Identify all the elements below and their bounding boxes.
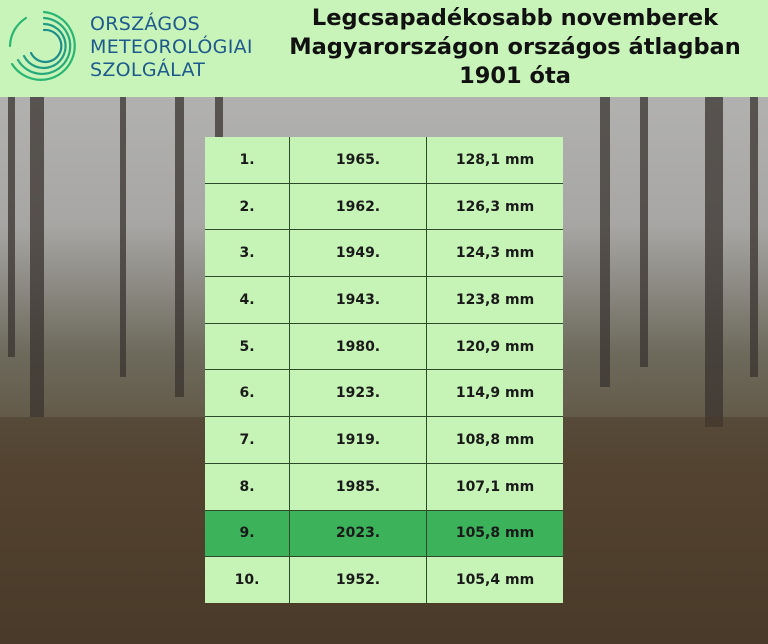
year-cell: 1923. bbox=[289, 369, 427, 418]
rank-cell: 7. bbox=[205, 416, 290, 464]
year-cell: 1952. bbox=[289, 556, 427, 603]
year-cell: 1985. bbox=[289, 462, 427, 511]
table-row: 5. 1980. 120,9 mm bbox=[205, 322, 563, 371]
rank-cell: 10. bbox=[205, 556, 290, 603]
table-row: 7. 1919. 108,8 mm bbox=[205, 416, 563, 464]
value-cell: 107,1 mm bbox=[426, 462, 563, 511]
rank-cell: 6. bbox=[205, 369, 290, 418]
year-cell: 1919. bbox=[289, 416, 427, 464]
header-banner: ORSZÁGOS METEOROLÓGIAI SZOLGÁLAT Legcsap… bbox=[0, 0, 768, 97]
rank-cell: 2. bbox=[205, 182, 290, 231]
value-cell: 105,4 mm bbox=[426, 556, 563, 603]
value-cell: 105,8 mm bbox=[426, 509, 563, 558]
table-row: 1. 1965. 128,1 mm bbox=[205, 137, 563, 184]
logo-text: ORSZÁGOS METEOROLÓGIAI SZOLGÁLAT bbox=[90, 13, 253, 82]
rank-cell: 3. bbox=[205, 229, 290, 278]
rank-cell: 9. bbox=[205, 509, 290, 558]
title-line: Legcsapadékosabb novemberek bbox=[311, 5, 719, 31]
rank-cell: 5. bbox=[205, 322, 290, 371]
rank-cell: 1. bbox=[205, 137, 290, 184]
title-line: Magyarországon országos átlagban bbox=[289, 34, 741, 60]
value-cell: 108,8 mm bbox=[426, 416, 563, 464]
year-cell: 2023. bbox=[289, 509, 427, 558]
year-cell: 1965. bbox=[289, 137, 427, 184]
value-cell: 128,1 mm bbox=[426, 137, 563, 184]
rank-cell: 4. bbox=[205, 276, 290, 324]
table-row: 9. 2023. 105,8 mm bbox=[205, 509, 563, 558]
value-cell: 120,9 mm bbox=[426, 322, 563, 371]
value-cell: 124,3 mm bbox=[426, 229, 563, 278]
table-row: 2. 1962. 126,3 mm bbox=[205, 182, 563, 231]
table-row: 8. 1985. 107,1 mm bbox=[205, 462, 563, 511]
rank-cell: 8. bbox=[205, 462, 290, 511]
logo-line: ORSZÁGOS bbox=[90, 13, 201, 35]
logo-line: METEOROLÓGIAI bbox=[90, 36, 253, 58]
table-row: 6. 1923. 114,9 mm bbox=[205, 369, 563, 418]
title-line: 1901 óta bbox=[459, 63, 571, 89]
table-row: 3. 1949. 124,3 mm bbox=[205, 229, 563, 278]
value-cell: 126,3 mm bbox=[426, 182, 563, 231]
table-row: 4. 1943. 123,8 mm bbox=[205, 276, 563, 324]
year-cell: 1962. bbox=[289, 182, 427, 231]
omsz-logo-icon bbox=[8, 10, 76, 81]
year-cell: 1943. bbox=[289, 276, 427, 324]
table-row: 10. 1952. 105,4 mm bbox=[205, 556, 563, 603]
year-cell: 1949. bbox=[289, 229, 427, 278]
logo-line: SZOLGÁLAT bbox=[90, 59, 206, 81]
value-cell: 123,8 mm bbox=[426, 276, 563, 324]
page-title: Legcsapadékosabb novemberek Magyarország… bbox=[270, 4, 760, 91]
ranking-table: 1. 1965. 128,1 mm 2. 1962. 126,3 mm 3. 1949. 124… bbox=[205, 137, 563, 603]
value-cell: 114,9 mm bbox=[426, 369, 563, 418]
year-cell: 1980. bbox=[289, 322, 427, 371]
